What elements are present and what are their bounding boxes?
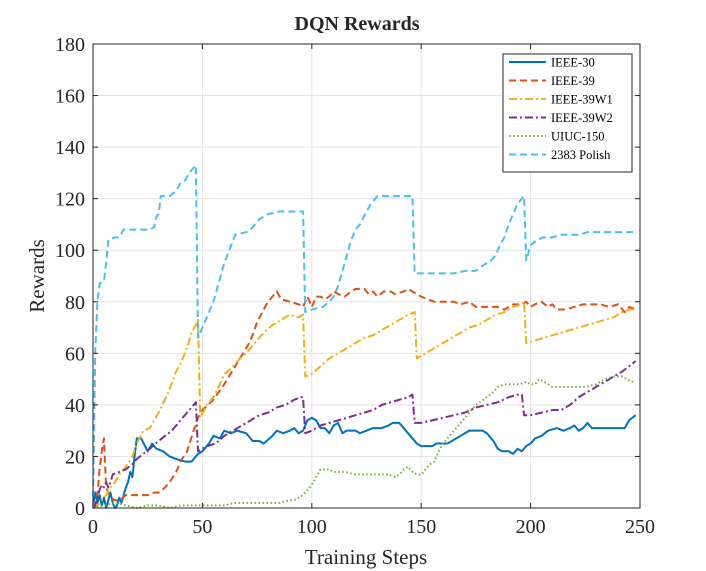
y-tick-label: 60 <box>65 343 85 365</box>
y-tick-label: 180 <box>55 34 85 56</box>
series-line-ieee-39 <box>92 287 636 509</box>
legend-label: IEEE-30 <box>551 56 595 70</box>
y-tick-label: 140 <box>55 137 85 159</box>
legend-label: 2383 Polish <box>551 148 611 162</box>
x-tick-label: 50 <box>192 516 212 538</box>
series-layer <box>92 164 637 509</box>
legend: IEEE-30 IEEE-39 IEEE-39W1 IEEE-39W2 UIUC-150… <box>502 53 633 173</box>
x-axis: 0 50 100 150 200 250 <box>88 44 655 538</box>
y-tick-label: 20 <box>65 446 85 468</box>
series-line-uiuc-150 <box>92 375 636 509</box>
x-tick-label: 100 <box>297 516 327 538</box>
y-tick-label: 0 <box>75 498 85 520</box>
legend-label: IEEE-39 <box>551 74 595 88</box>
legend-label: IEEE-39W2 <box>551 111 613 125</box>
x-tick-label: 150 <box>406 516 436 538</box>
y-tick-label: 160 <box>55 86 85 108</box>
series-line-ieee-39w1 <box>92 300 636 509</box>
plot-area-frame <box>92 43 641 509</box>
x-axis-label: Training Steps <box>305 545 427 569</box>
chart-title: DQN Rewards <box>295 13 420 35</box>
x-tick-label: 250 <box>625 516 655 538</box>
y-axis: 0 20 40 60 80 100 120 140 160 180 <box>55 34 640 520</box>
x-tick-label: 0 <box>88 516 98 538</box>
series-line-ieee-30 <box>92 414 637 509</box>
y-tick-label: 100 <box>55 240 85 262</box>
legend-label: UIUC-150 <box>551 130 604 144</box>
x-tick-label: 200 <box>516 516 546 538</box>
series-line-ieee-39w2 <box>92 360 637 509</box>
y-tick-label: 40 <box>65 395 85 417</box>
legend-box <box>502 53 633 173</box>
series-line-2383-polish <box>92 164 636 509</box>
y-tick-label: 80 <box>65 292 85 314</box>
y-axis-label: Rewards <box>25 239 49 312</box>
legend-label: IEEE-39W1 <box>551 93 613 107</box>
y-tick-label: 120 <box>55 189 85 211</box>
